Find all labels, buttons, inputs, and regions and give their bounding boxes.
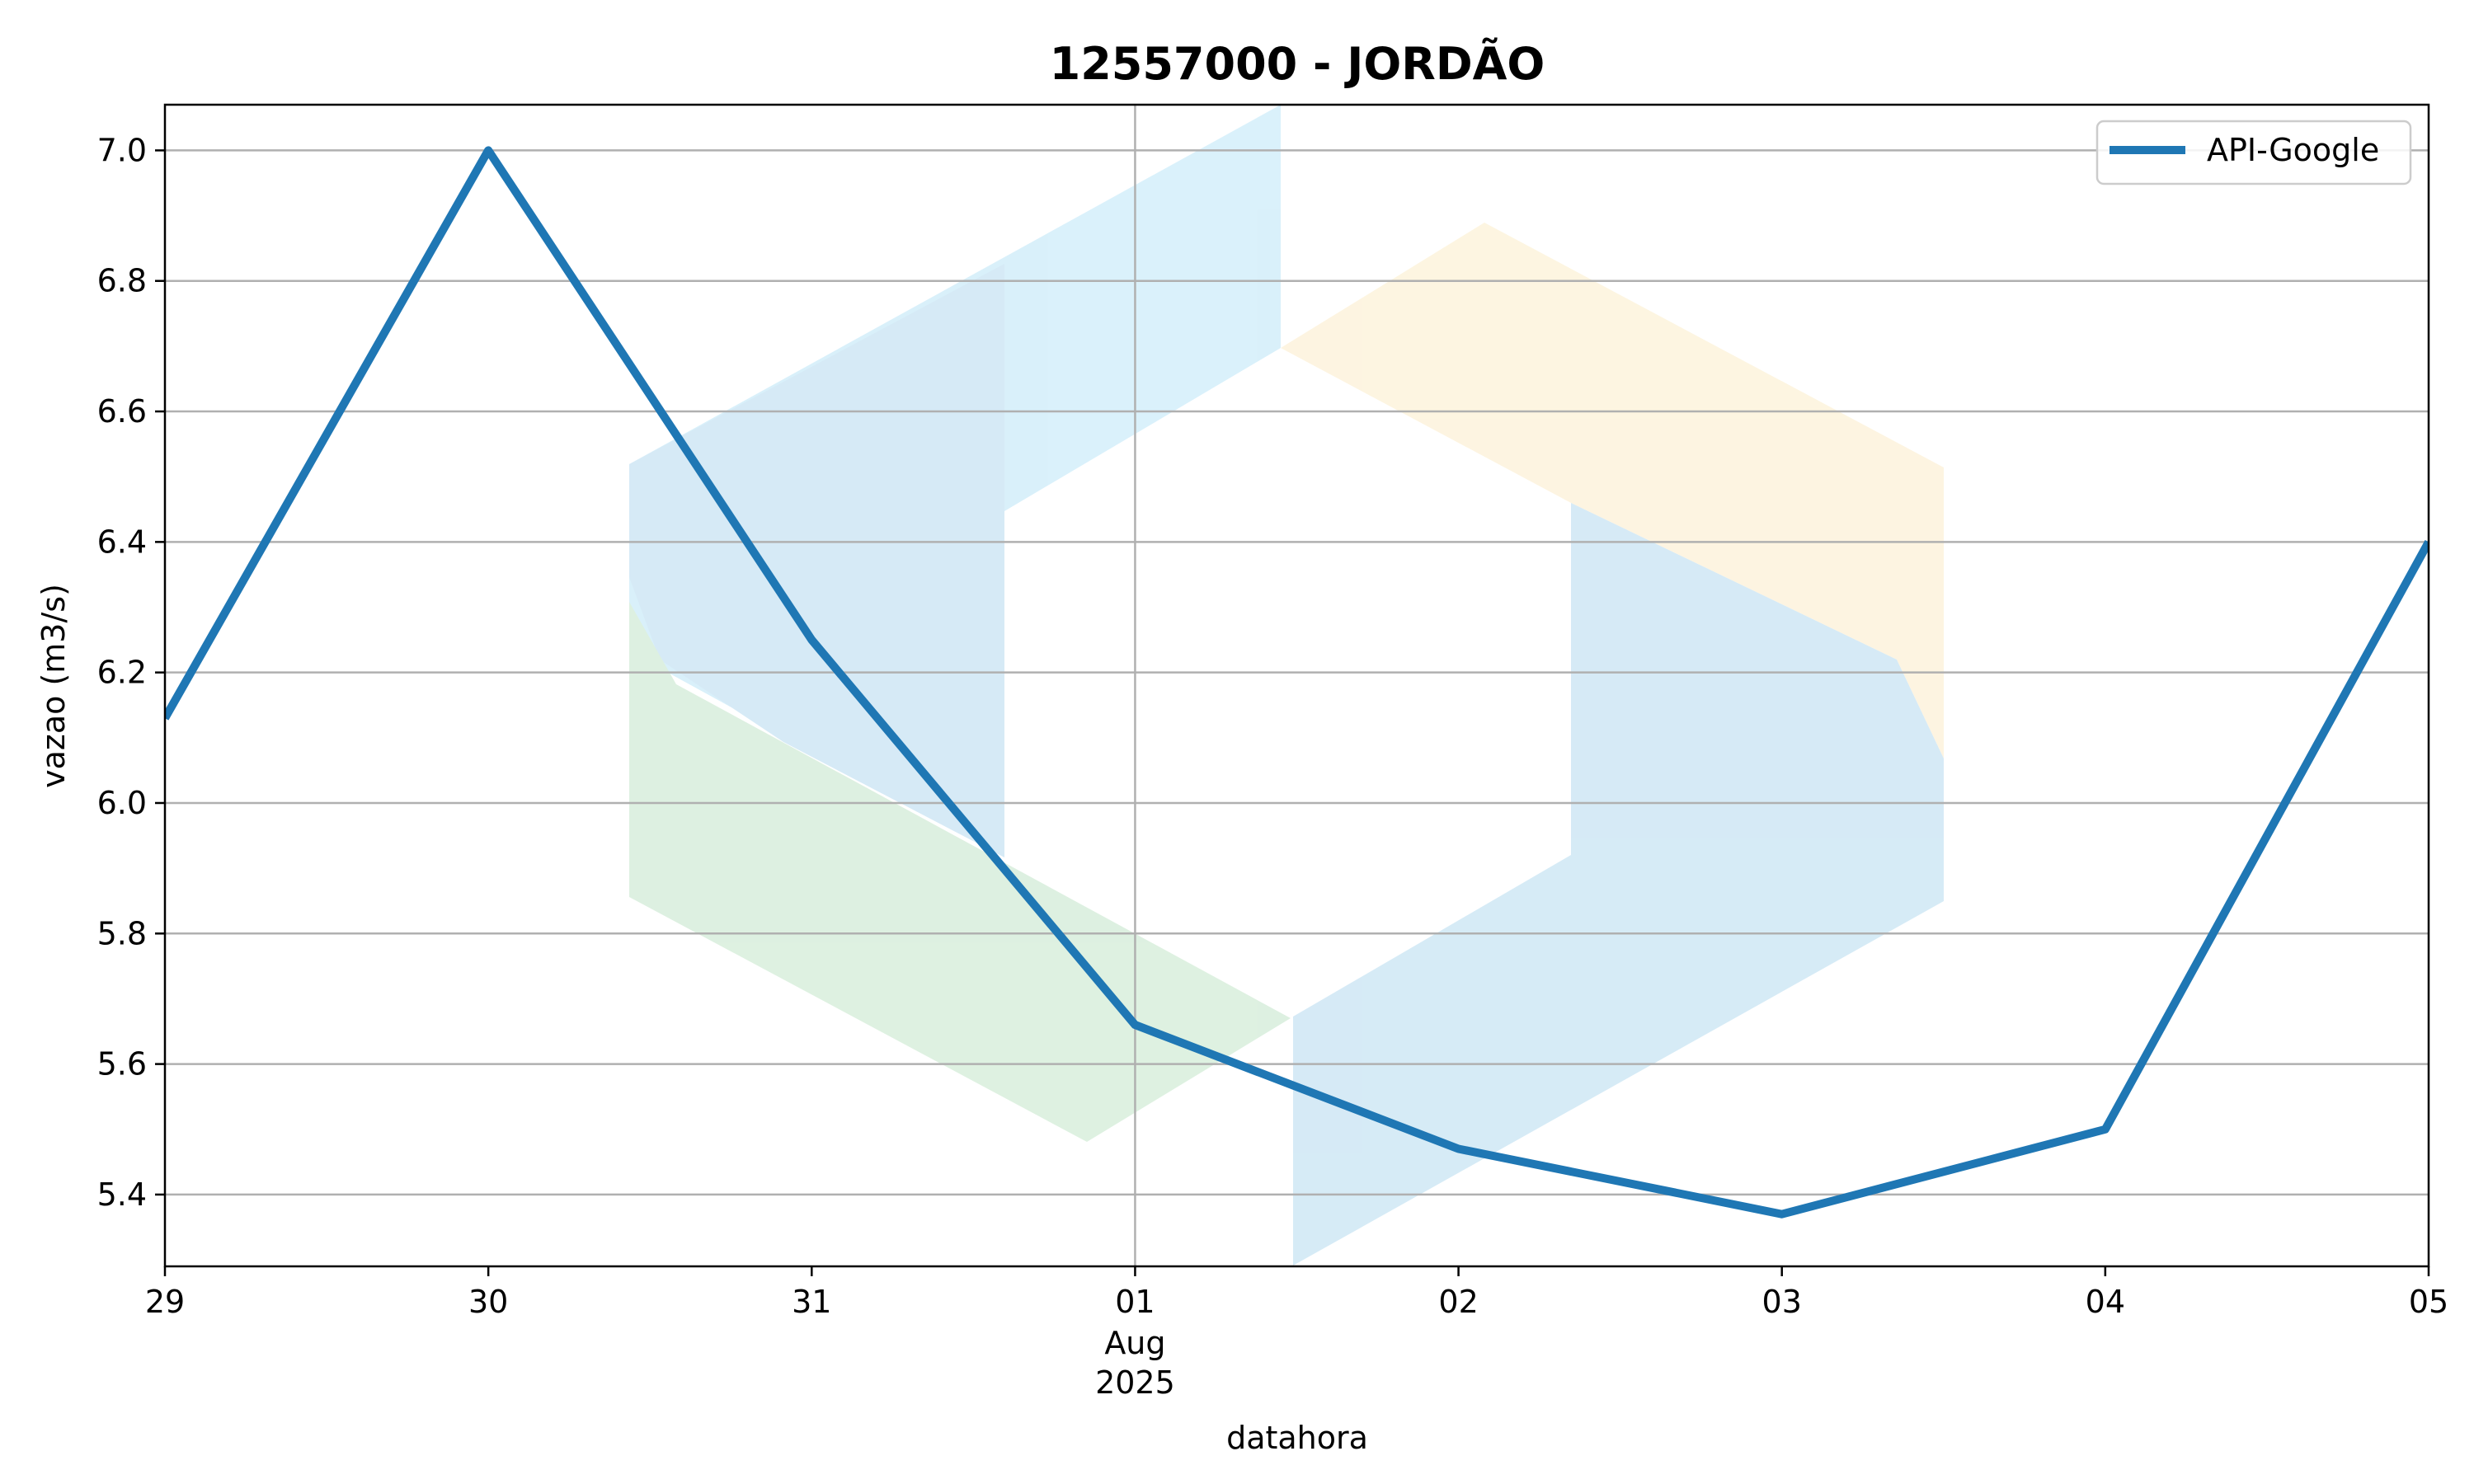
plot-frame — [163, 103, 2430, 1268]
grid — [165, 105, 2429, 1266]
legend-label-api-google: API-Google — [2207, 132, 2379, 168]
x-tick-label: 31 — [792, 1284, 831, 1320]
x-tick-label: 04 — [2086, 1284, 2125, 1320]
y-tick-label: 5.8 — [97, 915, 147, 951]
legend: API-Google — [2095, 120, 2412, 186]
y-tick-label: 7.0 — [97, 132, 147, 168]
x-tick-label: 03 — [1762, 1284, 1802, 1320]
x-tick-label: 02 — [1438, 1284, 1478, 1320]
x-tick-label: 29 — [145, 1284, 185, 1320]
y-tick-label: 6.4 — [97, 524, 147, 560]
y-tick-label: 6.2 — [97, 655, 147, 691]
watermark-shape-yellow — [1281, 223, 1944, 758]
x-tick-label: 30 — [468, 1284, 508, 1320]
x-tick-sublabel: Aug — [1104, 1325, 1165, 1361]
series-layer — [165, 146, 2429, 1219]
y-tick-label: 6.8 — [97, 263, 147, 299]
legend-box — [2095, 120, 2412, 186]
x-axis-label: datahora — [1226, 1420, 1368, 1456]
series-line-api-google — [165, 146, 2429, 1219]
x-tick-label: 01 — [1115, 1284, 1155, 1320]
x-tick-sublabel: 2025 — [1095, 1364, 1175, 1401]
y-tick-label: 5.6 — [97, 1046, 147, 1082]
watermark-shape-right-blue — [1293, 503, 1944, 1266]
y-axis-label: vazao (m3/s) — [35, 584, 72, 788]
chart-title: 12557000 - JORDÃO — [1050, 38, 1545, 90]
x-tick-label: 05 — [2409, 1284, 2448, 1320]
y-axis: 5.4 5.6 5.8 6.0 6.2 6.4 6.6 6.8 7.0 — [97, 132, 165, 1213]
y-tick-label: 5.4 — [97, 1176, 147, 1213]
y-tick-label: 6.0 — [97, 785, 147, 821]
y-tick-label: 6.6 — [97, 393, 147, 430]
